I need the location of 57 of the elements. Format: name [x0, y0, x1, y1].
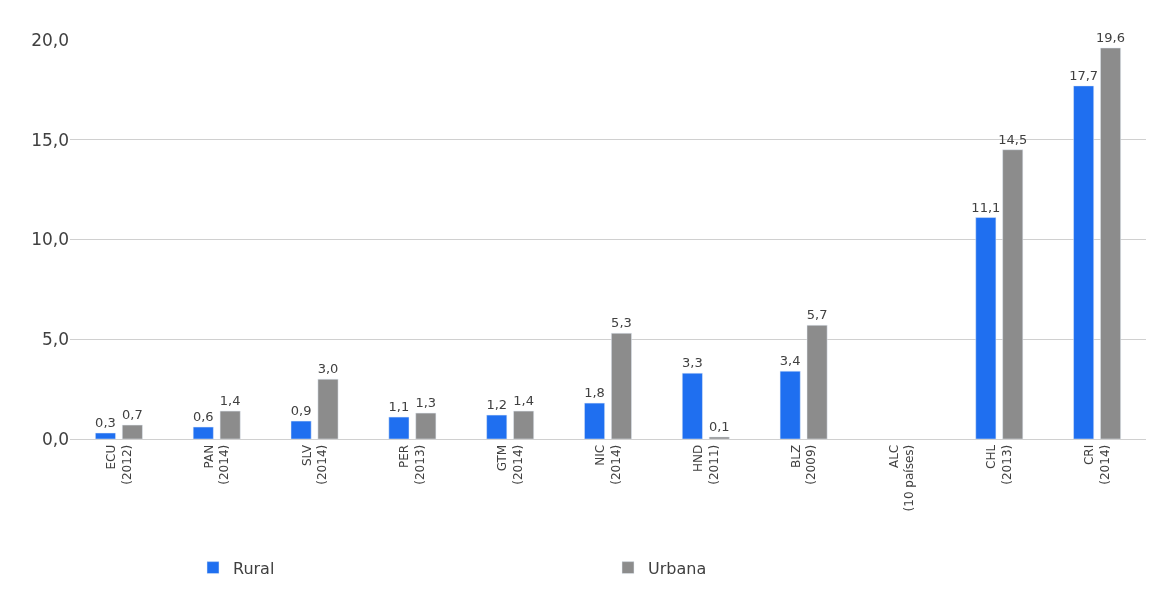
bar [95, 432, 116, 439]
bar [219, 410, 241, 439]
data-label: 0,3 [95, 415, 116, 431]
bar [611, 333, 632, 439]
data-label: 3,3 [682, 355, 703, 371]
data-label: 1,3 [415, 395, 437, 411]
x-tick-label: NIC (2014) [593, 444, 623, 485]
data-label: 5,3 [611, 315, 632, 331]
data-label: 0,6 [192, 409, 214, 425]
data-label: 19,6 [1096, 29, 1126, 45]
data-label: 1,4 [513, 393, 534, 409]
legend-label: Urbana [648, 558, 707, 578]
y-tick-label: 10,0 [31, 229, 69, 250]
y-tick-label: 15,0 [31, 129, 69, 150]
bar [1002, 149, 1024, 439]
bar [192, 426, 214, 439]
x-tick-label: SLV (2014) [299, 444, 330, 485]
bar [806, 325, 828, 439]
data-label: 14,5 [998, 131, 1028, 147]
data-label: 5,7 [806, 307, 828, 323]
bar [317, 378, 339, 439]
data-label: 1,2 [486, 397, 508, 413]
bar [779, 370, 801, 439]
x-tick-label: ALC (10 países) [886, 444, 917, 512]
bar [290, 420, 312, 439]
legend-label: Rural [233, 558, 275, 578]
data-label: 3,4 [779, 353, 801, 369]
data-label: 11,1 [971, 199, 1001, 215]
y-tick-label: 0,0 [41, 428, 69, 449]
x-tick-label: CHL (2013) [984, 444, 1014, 485]
data-label: 3,0 [317, 361, 339, 377]
bar [122, 424, 143, 439]
bar [486, 414, 508, 439]
bar [513, 410, 534, 439]
y-tick-label: 5,0 [41, 329, 69, 350]
data-label: 1,4 [219, 393, 241, 409]
x-tick-label: PAN (2014) [201, 444, 232, 485]
x-tick-label: ECU (2012) [104, 444, 134, 485]
y-tick-label: 20,0 [31, 29, 69, 50]
x-tick-label: BLZ (2009) [788, 444, 819, 485]
x-tick-label: CRI (2014) [1082, 444, 1112, 485]
bar [1073, 85, 1094, 439]
bar [682, 372, 703, 439]
x-tick-label: PER (2013) [397, 444, 428, 485]
data-label: 0,7 [122, 407, 143, 423]
data-label: 0,9 [290, 403, 312, 419]
bar [1100, 47, 1121, 439]
data-label: 1,1 [388, 399, 410, 415]
bar [584, 402, 605, 439]
x-tick-label: HND (2011) [690, 444, 721, 485]
bar [975, 217, 997, 439]
bar [388, 416, 410, 439]
data-label: 0,1 [708, 419, 730, 435]
bar [415, 412, 437, 439]
data-label: 17,7 [1069, 67, 1099, 83]
x-tick-label: GTM (2014) [495, 444, 525, 485]
data-label: 1,8 [584, 385, 605, 401]
